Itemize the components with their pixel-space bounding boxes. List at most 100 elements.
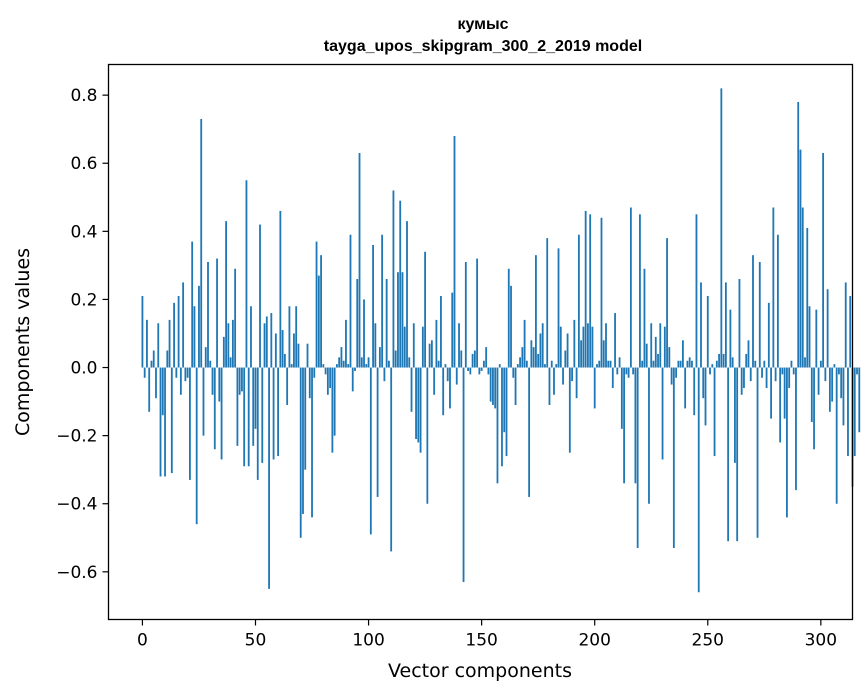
bar-31 — [211, 367, 214, 395]
bar-44 — [241, 367, 243, 392]
bar-218 — [634, 367, 637, 484]
bar-102 — [372, 244, 374, 368]
bar-281 — [776, 234, 779, 368]
x-tick-label: 150 — [465, 631, 497, 651]
bar-244 — [693, 367, 696, 416]
bar-140 — [458, 323, 460, 368]
bar-18 — [182, 282, 185, 368]
bar-280 — [774, 367, 777, 382]
bar-40 — [231, 319, 234, 368]
bar-72 — [304, 367, 307, 470]
bar-108 — [385, 279, 388, 368]
bar-21 — [189, 367, 191, 480]
x-tick-label: 50 — [245, 631, 267, 651]
bar-5 — [152, 350, 155, 368]
bar-101 — [369, 367, 372, 535]
x-axis-ticks: 0 50 100 150 200 250 300 — [137, 619, 837, 651]
bar-254 — [715, 360, 718, 368]
bar-171 — [528, 367, 531, 497]
bar-232 — [666, 238, 668, 368]
bar-166 — [516, 364, 519, 368]
bar-173 — [532, 347, 535, 368]
bar-65 — [288, 306, 291, 368]
bar-263 — [736, 367, 739, 542]
bar-14 — [173, 302, 175, 368]
bar-143 — [464, 261, 467, 368]
bar-199 — [591, 326, 594, 368]
bar-251 — [709, 367, 711, 375]
bar-61 — [279, 210, 282, 368]
bar-212 — [620, 367, 623, 429]
bar-260 — [729, 309, 732, 368]
bar-68 — [295, 306, 298, 368]
bar-151 — [482, 360, 485, 368]
bar-87 — [338, 357, 341, 368]
bar-66 — [290, 364, 293, 368]
x-tick-label: 250 — [692, 631, 724, 651]
bar-114 — [399, 200, 402, 368]
bar-19 — [184, 367, 187, 382]
bar-168 — [521, 347, 524, 368]
bar-45 — [243, 367, 246, 467]
bar-188 — [566, 333, 569, 368]
bar-317 — [858, 367, 861, 433]
bar-117 — [406, 221, 408, 368]
bar-162 — [507, 268, 510, 368]
bar-278 — [770, 367, 772, 419]
bar-96 — [358, 153, 361, 368]
bar-165 — [514, 367, 517, 405]
bar-266 — [743, 367, 745, 388]
bar-74 — [308, 367, 311, 399]
bar-145 — [469, 367, 472, 375]
bar-123 — [419, 367, 422, 453]
bar-267 — [745, 353, 748, 368]
bar-191 — [573, 319, 576, 368]
bar-295 — [808, 306, 811, 368]
bar-284 — [783, 367, 786, 419]
bar-47 — [247, 367, 250, 467]
bar-223 — [645, 343, 648, 368]
bar-85 — [333, 367, 336, 436]
bar-97 — [360, 357, 363, 368]
bar-10 — [164, 367, 166, 477]
bar-35 — [220, 367, 223, 460]
bar-261 — [731, 357, 734, 368]
bar-89 — [342, 360, 345, 368]
bar-217 — [632, 367, 635, 375]
bar-81 — [324, 367, 327, 375]
bar-15 — [175, 367, 178, 378]
bar-169 — [523, 319, 526, 368]
bar-253 — [713, 367, 716, 457]
bar-129 — [433, 367, 436, 395]
bar-237 — [677, 360, 680, 368]
bar-187 — [564, 350, 567, 368]
bar-120 — [412, 323, 415, 368]
bar-310 — [842, 367, 845, 426]
bar-28 — [204, 347, 207, 368]
bar-64 — [286, 367, 289, 405]
bar-155 — [492, 367, 494, 405]
bar-43 — [238, 367, 241, 395]
bar-282 — [779, 367, 782, 443]
bar-285 — [786, 367, 788, 518]
bar-156 — [494, 367, 497, 409]
bar-111 — [392, 190, 395, 368]
bar-153 — [487, 367, 490, 375]
bar-142 — [462, 367, 465, 583]
plot-frame — [107, 63, 854, 621]
bar-174 — [535, 255, 537, 368]
bar-296 — [810, 367, 813, 423]
bar-9 — [161, 367, 164, 416]
bar-197 — [587, 323, 589, 368]
bar-194 — [580, 340, 583, 368]
bar-70 — [299, 367, 302, 538]
y-tick-label: 0.8 — [70, 86, 97, 106]
bar-6 — [155, 367, 157, 399]
bar-13 — [170, 367, 173, 474]
bar-269 — [749, 367, 752, 382]
bar-178 — [544, 364, 546, 368]
bar-179 — [546, 238, 549, 368]
bar-210 — [616, 367, 619, 375]
bar-195 — [582, 326, 585, 368]
